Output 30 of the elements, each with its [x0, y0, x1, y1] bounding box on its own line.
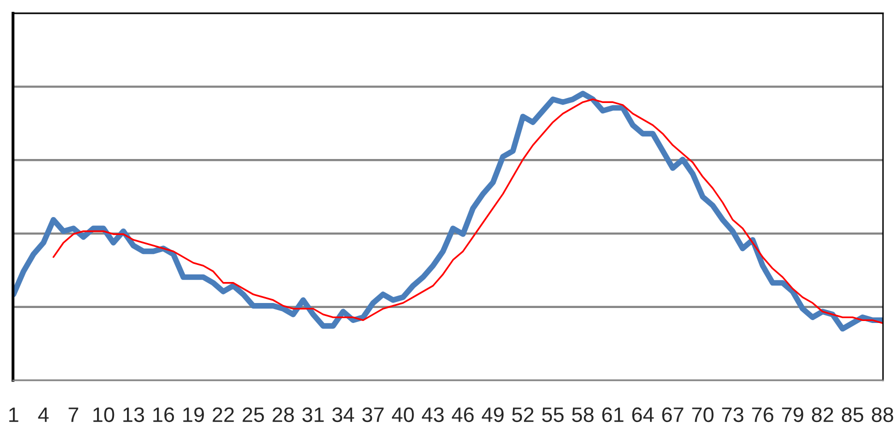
x-tick-label: 67 [662, 407, 684, 422]
x-tick-label: 88 [872, 407, 894, 422]
x-tick-label: 31 [302, 407, 324, 422]
x-tick-label: 37 [362, 407, 384, 422]
x-tick-label: 64 [632, 407, 654, 422]
x-tick-label: 46 [452, 407, 474, 422]
x-tick-label: 55 [542, 408, 564, 422]
x-tick-label: 28 [272, 407, 294, 422]
x-tick-label: 70 [692, 407, 714, 422]
x-tick-label: 76 [752, 407, 774, 422]
x-tick-label: 58 [572, 407, 594, 422]
x-tick-label: 61 [602, 407, 624, 422]
x-tick-label: 82 [812, 407, 834, 422]
x-tick-label: 7 [68, 408, 78, 422]
x-tick-label: 19 [183, 407, 204, 422]
x-tick-label: 43 [422, 407, 444, 422]
x-tick-label: 13 [123, 407, 144, 422]
x-tick-label: 10 [93, 407, 114, 422]
x-tick-label: 34 [332, 407, 354, 422]
x-tick-label: 49 [482, 407, 504, 422]
x-tick-label: 52 [512, 407, 534, 422]
x-tick-label: 85 [842, 407, 864, 422]
x-tick-label: 79 [782, 407, 804, 422]
x-tick-label: 16 [153, 407, 174, 422]
x-tick-label: 40 [392, 407, 414, 422]
x-tick-label: 1 [9, 408, 18, 422]
x-tick-label: 73 [722, 407, 744, 422]
x-tick-label: 22 [212, 407, 234, 422]
x-tick-label: 4 [38, 408, 49, 422]
x-tick-label: 25 [242, 407, 264, 422]
